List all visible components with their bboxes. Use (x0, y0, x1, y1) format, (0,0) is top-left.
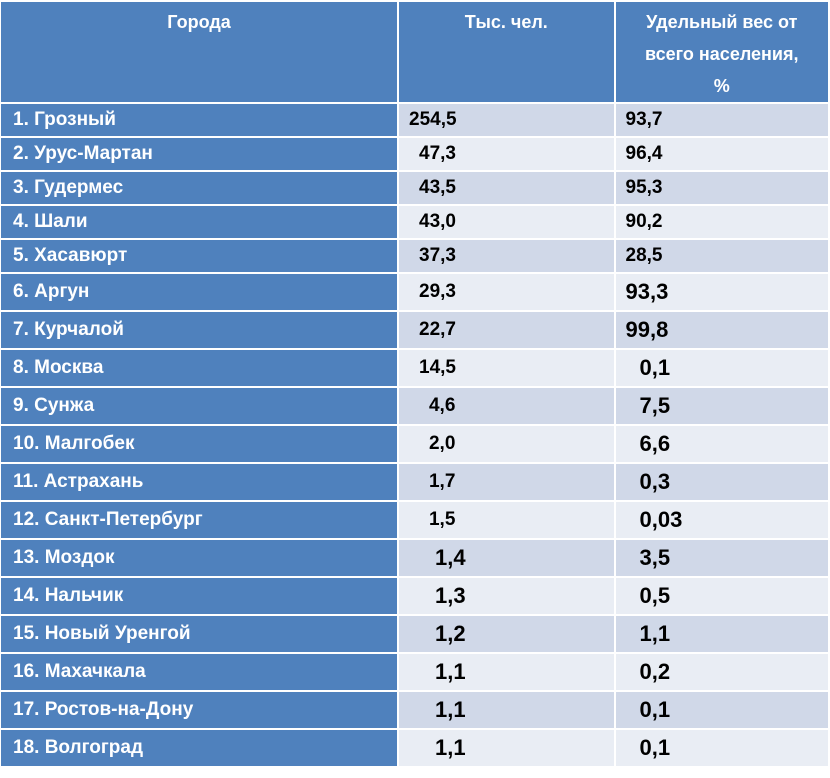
table-row: 1. Грозный 254,5 93,7 (1, 104, 828, 136)
population-cell: 29,3 (399, 274, 614, 310)
population-cell: 1,1 (398, 654, 614, 690)
city-cell: 5. Хасавюрт (1, 240, 398, 272)
population-cell: 37,3 (399, 240, 614, 272)
share-cell: 0,2 (615, 654, 829, 690)
city-cell: 18. Волгоград (1, 730, 397, 766)
share-cell: 99,8 (615, 312, 828, 348)
share-cell: 0,03 (615, 502, 828, 538)
table-row: 18. Волгоград 1,1 0,1 (1, 730, 829, 766)
table-row: 13. Моздок 1,4 3,5 (1, 540, 829, 576)
population-cell: 254,5 (399, 104, 614, 136)
population-cell: 14,5 (399, 350, 614, 386)
share-cell: 0,5 (615, 578, 829, 614)
share-cell: 0,3 (615, 464, 828, 500)
population-cell: 1,1 (398, 730, 614, 766)
city-cell: 15. Новый Уренгой (1, 616, 397, 652)
table-row: 8. Москва 14,5 0,1 (1, 350, 829, 386)
population-cell: 1,2 (398, 616, 614, 652)
population-cell: 2,0 (398, 426, 614, 462)
population-cell: 1,3 (398, 578, 614, 614)
header-population: Тыс. чел. (399, 2, 614, 102)
share-cell: 6,6 (615, 426, 828, 462)
share-cell: 96,4 (615, 138, 828, 170)
table-row: 17. Ростов-на-Дону 1,1 0,1 (1, 692, 829, 728)
city-cell: 6. Аргун (1, 274, 398, 310)
table-row: 16. Махачкала 1,1 0,2 (1, 654, 829, 690)
share-cell: 93,7 (615, 104, 828, 136)
population-cell: 22,7 (399, 312, 614, 348)
population-cell: 1,4 (398, 540, 614, 576)
share-cell: 0,1 (615, 692, 829, 728)
table-row: 10. Малгобек 2,0 6,6 (1, 426, 828, 462)
population-cell: 47,3 (399, 138, 614, 170)
table-row: 14. Нальчик 1,3 0,5 (1, 578, 829, 614)
population-cell: 1,1 (398, 692, 614, 728)
population-cell: 4,6 (398, 388, 614, 424)
city-cell: 7. Курчалой (1, 312, 398, 348)
table-row: 7. Курчалой 22,7 99,8 (1, 312, 828, 348)
city-cell: 14. Нальчик (1, 578, 397, 614)
city-cell: 10. Малгобек (1, 426, 397, 462)
share-cell: 90,2 (615, 206, 828, 238)
table-row: 6. Аргун 29,3 93,3 (1, 274, 828, 310)
share-cell: 0,1 (615, 350, 829, 386)
share-cell: 93,3 (615, 274, 828, 310)
share-cell: 28,5 (615, 240, 828, 272)
city-cell: 2. Урус-Мартан (1, 138, 398, 170)
population-cell: 43,0 (399, 206, 614, 238)
header-row: Города Тыс. чел. Удельный вес от всего н… (1, 2, 828, 102)
population-cell: 1,7 (398, 464, 614, 500)
table-row: 11. Астрахань 1,7 0,3 (1, 464, 828, 500)
header-share: Удельный вес от всего населения, % (615, 2, 828, 102)
share-cell: 95,3 (615, 172, 828, 204)
city-cell: 11. Астрахань (1, 464, 397, 500)
city-cell: 3. Гудермес (1, 172, 398, 204)
table-row: 5. Хасавюрт 37,3 28,5 (1, 240, 828, 272)
city-cell: 12. Санкт-Петербург (1, 502, 397, 538)
share-cell: 1,1 (615, 616, 829, 652)
share-cell: 7,5 (615, 388, 828, 424)
city-cell: 9. Сунжа (1, 388, 397, 424)
table-row: 15. Новый Уренгой 1,2 1,1 (1, 616, 829, 652)
table-row: 12. Санкт-Петербург 1,5 0,03 (1, 502, 828, 538)
table-row: 2. Урус-Мартан 47,3 96,4 (1, 138, 828, 170)
table-row: 4. Шали 43,0 90,2 (1, 206, 828, 238)
population-cell: 43,5 (399, 172, 614, 204)
share-cell: 3,5 (615, 540, 829, 576)
city-cell: 17. Ростов-на-Дону (1, 692, 397, 728)
table-row: 9. Сунжа 4,6 7,5 (1, 388, 828, 424)
header-city: Города (1, 2, 398, 102)
city-cell: 13. Моздок (1, 540, 397, 576)
city-cell: 4. Шали (1, 206, 398, 238)
city-cell: 8. Москва (1, 350, 397, 386)
share-cell: 0,1 (615, 730, 829, 766)
population-cell: 1,5 (398, 502, 614, 538)
city-cell: 16. Махачкала (1, 654, 397, 690)
city-cell: 1. Грозный (1, 104, 398, 136)
table-row: 3. Гудермес 43,5 95,3 (1, 172, 828, 204)
